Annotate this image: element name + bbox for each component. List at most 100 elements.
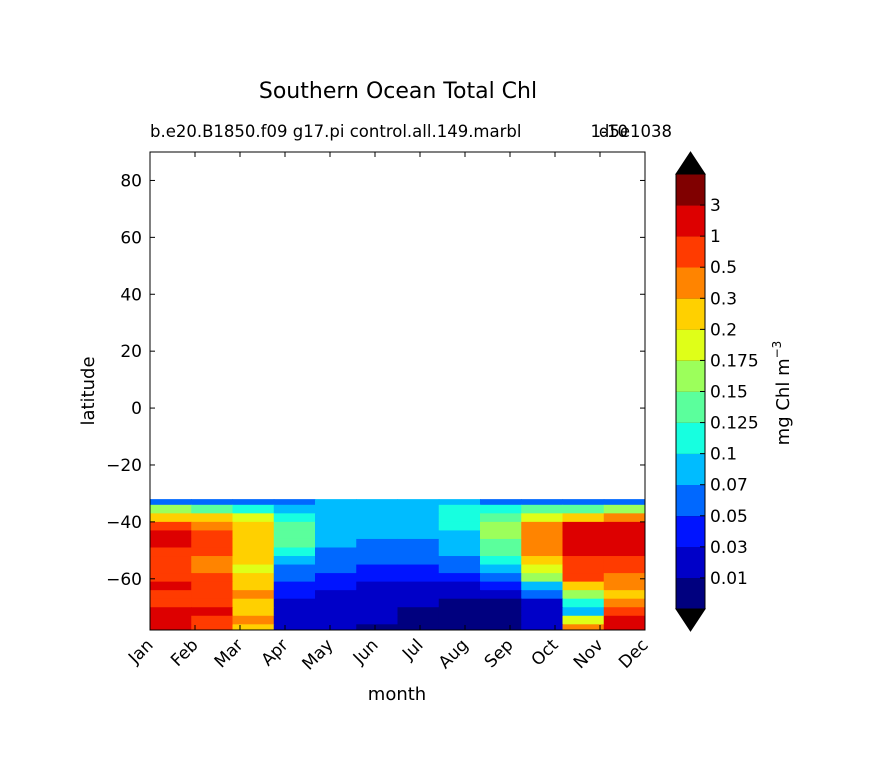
field-cell — [603, 547, 645, 557]
field-cell — [150, 547, 192, 557]
field-cell — [521, 573, 564, 583]
colorbar-tick-label: 0.5 — [710, 258, 737, 278]
field-cell — [562, 615, 605, 625]
colorbar-tick-label: 0.125 — [710, 414, 759, 434]
field-cell — [603, 624, 645, 630]
field-cell — [232, 530, 275, 540]
field-cell — [521, 598, 564, 608]
field-cell — [150, 564, 192, 574]
colorbar-tick-label: 0.15 — [710, 383, 748, 403]
field-cell — [603, 513, 645, 523]
field-cell — [191, 504, 234, 514]
field-cell — [603, 615, 645, 625]
field-cell — [480, 547, 522, 557]
field-cell — [191, 521, 234, 532]
field-cell — [315, 581, 357, 591]
field-cell — [273, 598, 316, 608]
field-cell — [150, 513, 192, 523]
field-cell — [603, 607, 645, 617]
colorbar-segment — [676, 422, 705, 454]
field-cell — [480, 624, 522, 630]
x-tick-label: Apr — [258, 635, 293, 670]
field-cell — [315, 504, 357, 514]
field-cell — [273, 538, 316, 549]
colorbar-segment — [676, 329, 705, 361]
field-cell — [480, 538, 522, 549]
field-cell — [603, 573, 645, 583]
colorbar-tick-label: 0.175 — [710, 351, 759, 371]
field-cell — [150, 573, 192, 583]
colorbar-tick-label: 0.01 — [710, 569, 748, 589]
field-cell — [480, 521, 522, 532]
field-cell — [603, 556, 645, 566]
field-cell — [273, 547, 316, 557]
y-tick-label: −20 — [106, 456, 142, 476]
field-cell — [191, 607, 234, 617]
field-cell — [356, 530, 399, 540]
field-cell — [232, 513, 275, 523]
colorbar-tick-label: 0.05 — [710, 507, 748, 527]
field-cell — [356, 607, 399, 617]
field-cell — [356, 556, 399, 566]
field-cell — [150, 607, 192, 617]
field-cell — [438, 499, 481, 506]
field-cell — [603, 581, 645, 591]
colorbar-label: mg Chl m−3 — [770, 341, 794, 446]
colorbar-extend-top — [675, 151, 706, 175]
field-cell — [150, 598, 192, 608]
field-cell — [315, 590, 357, 600]
colorbar-segment — [676, 298, 705, 330]
field-cell — [150, 530, 192, 540]
field-cell — [150, 590, 192, 600]
field-cell — [438, 530, 481, 540]
field-cell — [521, 607, 564, 617]
field-cell — [562, 513, 605, 523]
field-cell — [562, 530, 605, 540]
colorbar-segment — [676, 391, 705, 423]
x-tick-label: Jan — [124, 635, 157, 668]
field-cell — [150, 615, 192, 625]
field-cell — [438, 538, 481, 549]
colorbar-tick-label: 0.03 — [710, 538, 748, 558]
field-cell — [397, 530, 440, 540]
field-cell — [150, 624, 192, 630]
colorbar-tick-label: 0.1 — [710, 445, 737, 465]
field-cell — [562, 607, 605, 617]
field-cell — [521, 615, 564, 625]
y-axis-ticks: 80 60 40 20 0 −20 −40 −60 — [106, 171, 645, 590]
field-cell — [232, 624, 275, 630]
field-cell — [521, 564, 564, 574]
field-cell — [273, 530, 316, 540]
x-tick-label: Sep — [481, 635, 518, 672]
field-cell — [315, 624, 357, 630]
field-cell — [397, 581, 440, 591]
y-tick-label: −60 — [106, 570, 142, 590]
field-cell — [562, 556, 605, 566]
field-cell — [480, 615, 522, 625]
field-cell — [521, 556, 564, 566]
field-cell — [150, 556, 192, 566]
field-cell — [397, 499, 440, 506]
colorbar-segment — [676, 205, 705, 237]
colorbar-tick-label: 1 — [710, 227, 721, 247]
field-cell — [356, 564, 399, 574]
colorbar-segment — [676, 515, 705, 548]
field-cell — [603, 538, 645, 549]
field-cell — [315, 499, 357, 506]
field-cell — [521, 504, 564, 514]
field-cell — [232, 547, 275, 557]
field-cell — [480, 504, 522, 514]
field-cell — [315, 538, 357, 549]
field-cell — [273, 607, 316, 617]
field-cell — [603, 504, 645, 514]
field-cell — [273, 513, 316, 523]
field-cell — [232, 590, 275, 600]
field-cell — [603, 598, 645, 608]
field-cell — [438, 573, 481, 583]
x-tick-label: Oct — [528, 635, 563, 670]
colorbar-tick-label: 0.2 — [710, 320, 737, 340]
colorbar-extend-bottom — [675, 608, 706, 632]
field-cell — [438, 624, 481, 630]
field-cell — [397, 590, 440, 600]
